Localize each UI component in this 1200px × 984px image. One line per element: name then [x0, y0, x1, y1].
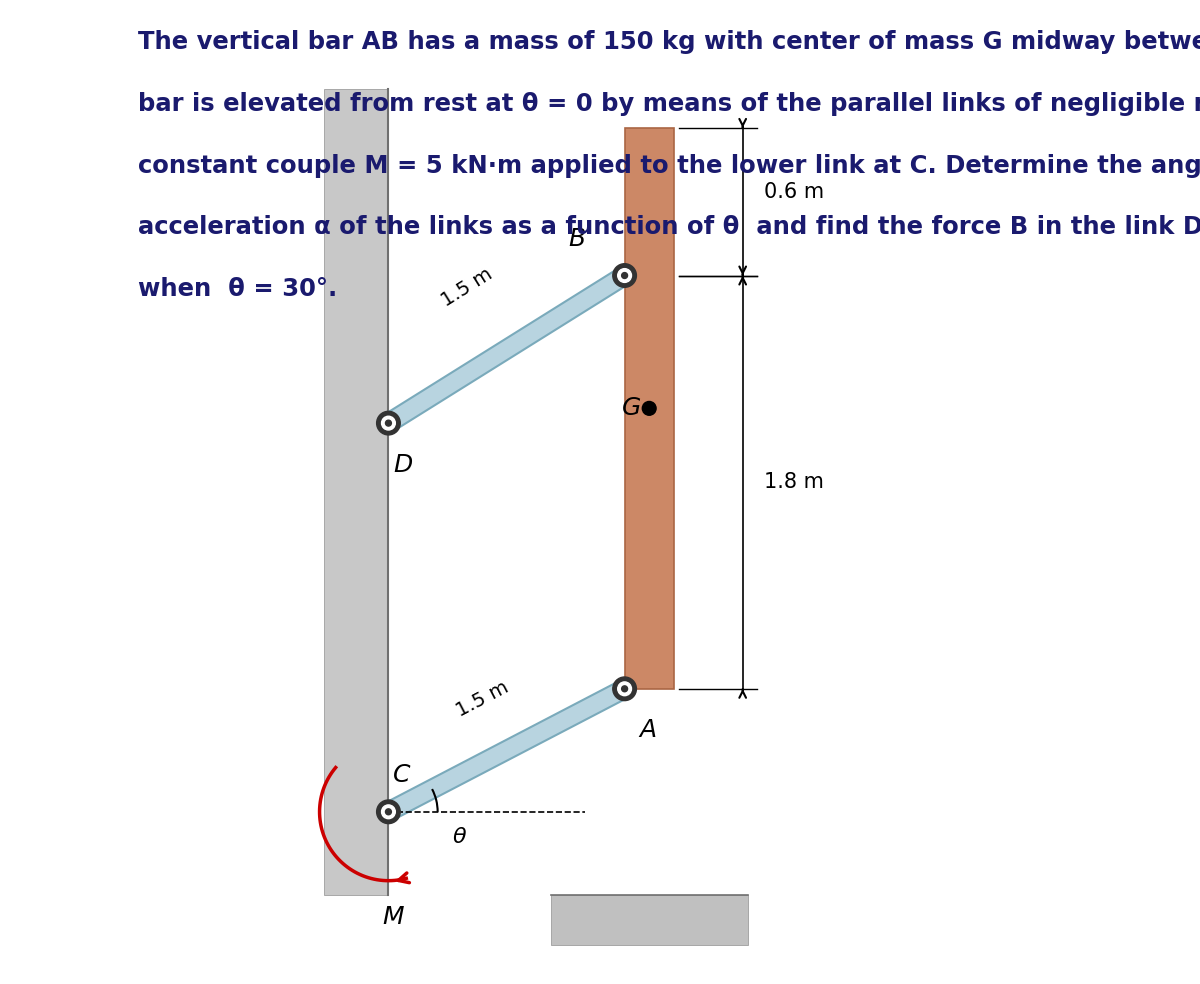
Text: C: C: [394, 764, 410, 787]
Bar: [625, 128, 674, 689]
Text: 0.6 m: 0.6 m: [764, 182, 824, 202]
Circle shape: [622, 686, 628, 692]
Circle shape: [385, 809, 391, 815]
Circle shape: [377, 411, 401, 435]
Circle shape: [613, 264, 636, 287]
Text: The vertical bar AB has a mass of 150 kg with center of mass G midway between th: The vertical bar AB has a mass of 150 kg…: [138, 30, 1200, 53]
Bar: [551, 895, 748, 945]
Text: acceleration α of the links as a function of θ  and find the force B in the link: acceleration α of the links as a functio…: [138, 215, 1200, 239]
Text: when  θ = 30°.: when θ = 30°.: [138, 277, 337, 301]
Circle shape: [385, 420, 391, 426]
Text: $\theta$: $\theta$: [452, 827, 468, 846]
Circle shape: [622, 273, 628, 278]
Text: 1.5 m: 1.5 m: [452, 678, 511, 720]
Circle shape: [613, 677, 636, 701]
Text: M: M: [383, 905, 404, 929]
Text: 1.5 m: 1.5 m: [438, 264, 496, 310]
Text: D: D: [394, 453, 413, 476]
Circle shape: [642, 401, 656, 415]
Circle shape: [382, 805, 395, 819]
Text: A: A: [640, 718, 656, 742]
Text: G: G: [622, 397, 641, 420]
Circle shape: [618, 269, 631, 282]
Bar: [324, 89, 389, 895]
Text: constant couple M = 5 kN·m applied to the lower link at C. Determine the angular: constant couple M = 5 kN·m applied to th…: [138, 154, 1200, 177]
Text: 1.8 m: 1.8 m: [764, 472, 824, 492]
Text: bar is elevated from rest at θ = 0 by means of the parallel links of negligible : bar is elevated from rest at θ = 0 by me…: [138, 92, 1200, 115]
Circle shape: [377, 800, 401, 824]
Circle shape: [382, 416, 395, 430]
Circle shape: [618, 682, 631, 696]
Text: B: B: [568, 227, 586, 251]
